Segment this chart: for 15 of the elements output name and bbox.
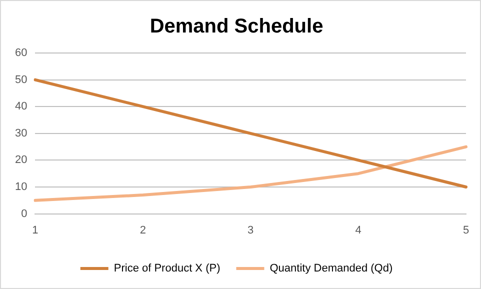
x-tick-label: 1 xyxy=(32,224,38,236)
x-tick-label: 2 xyxy=(140,224,146,236)
chart-title: Demand Schedule xyxy=(150,16,324,38)
legend-label: Quantity Demanded (Qd) xyxy=(270,262,393,275)
legend-label: Price of Product X (P) xyxy=(114,262,220,275)
y-tick-label: 0 xyxy=(21,208,28,220)
y-tick-label: 20 xyxy=(14,154,28,166)
y-tick-label: 40 xyxy=(14,100,28,113)
y-tick-label: 60 xyxy=(14,47,28,60)
y-tick-label: 10 xyxy=(14,181,28,194)
x-tick-label: 3 xyxy=(248,224,254,236)
y-tick-label: 50 xyxy=(14,74,28,86)
y-tick-label: 30 xyxy=(14,127,28,140)
x-tick-label: 4 xyxy=(355,224,362,236)
x-tick-label: 5 xyxy=(462,224,470,236)
